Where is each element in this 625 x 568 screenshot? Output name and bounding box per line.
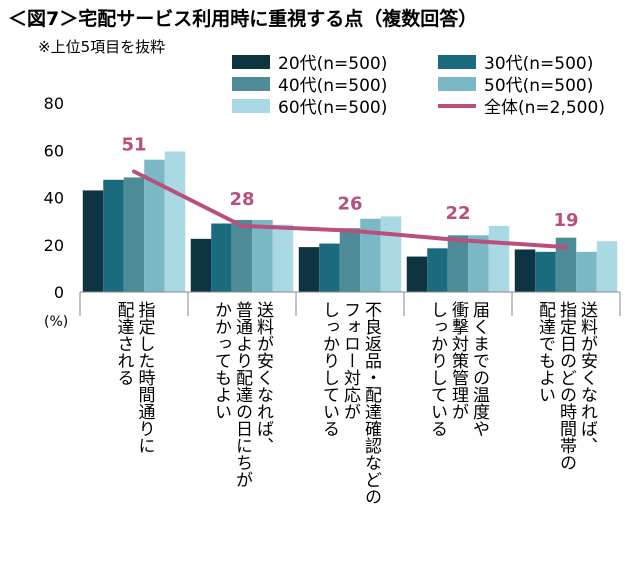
legend-swatch (232, 77, 270, 91)
x-tick-label: フォロー対応が (340, 301, 361, 420)
x-tick-label: 送料が安くなれば、 (577, 301, 598, 454)
bar (427, 248, 448, 292)
legend-swatch (438, 55, 476, 69)
legend-swatch (438, 77, 476, 91)
y-tick-label: 60 (44, 141, 64, 160)
legend-swatch (232, 99, 270, 113)
legend-label: 50代(n=500) (484, 76, 593, 96)
line-data-label: 19 (553, 210, 578, 231)
x-tick-label: かかってもよい (211, 301, 231, 420)
bar (319, 243, 340, 292)
x-tick-label: しっかりしている (427, 301, 447, 437)
bar (123, 177, 145, 292)
bar (514, 249, 536, 292)
y-tick-label: 80 (44, 94, 64, 113)
legend-label: 20代(n=500) (278, 54, 387, 74)
bar (576, 251, 597, 292)
x-tick-label: 指定日のどの時間帯の (556, 301, 577, 471)
bar (535, 251, 556, 292)
line-data-label: 26 (337, 194, 362, 215)
y-tick-label: 40 (44, 189, 64, 208)
bar (360, 218, 381, 292)
line-data-label: 51 (121, 135, 146, 156)
bar (380, 216, 402, 292)
bar (164, 151, 186, 292)
y-tick-label: 0 (54, 283, 64, 302)
legend-label: 30代(n=500) (484, 54, 593, 74)
bar (298, 247, 320, 292)
chart-subtitle: ※上位5項目を抜粋 (38, 38, 166, 56)
bar (103, 179, 124, 292)
x-tick-label: 不良返品・配達確認などの (361, 301, 382, 505)
x-tick-label: 配達される (114, 301, 135, 386)
bar (339, 228, 361, 292)
bar (447, 235, 469, 292)
x-tick-label: 指定した時間通りに (135, 301, 156, 454)
bar (406, 256, 428, 292)
x-tick-label: 配達でもよい (535, 301, 556, 403)
legend-label: 全体(n=2,500) (484, 98, 605, 118)
line-data-label: 22 (445, 203, 470, 224)
bar (144, 159, 165, 292)
x-tick-label: 衝撃対策管理が (448, 301, 469, 420)
bar (596, 241, 618, 292)
x-tick-label: 送料が安くなれば、 (253, 301, 274, 454)
legend-label: 60代(n=500) (278, 98, 387, 118)
y-tick-label: 20 (44, 236, 64, 255)
legend-swatch (232, 55, 270, 69)
bar (190, 238, 212, 292)
bar (211, 223, 232, 292)
x-tick-label: しっかりしている (319, 301, 339, 437)
bar (252, 219, 273, 292)
line-data-label: 28 (229, 189, 254, 210)
bar (272, 224, 294, 292)
legend-label: 40代(n=500) (278, 76, 387, 96)
series-line (132, 169, 568, 250)
bar (82, 190, 104, 292)
bar (231, 219, 253, 292)
x-tick-label: 届くまでの温度や (469, 301, 490, 437)
chart-title: ＜図7＞宅配サービス利用時に重視する点（複数回答） (8, 8, 478, 30)
x-tick-label: 普通より配達の日にちが (232, 301, 253, 488)
bar (468, 235, 489, 292)
bar (488, 225, 510, 292)
bar (555, 237, 577, 292)
y-axis-unit: (%) (44, 314, 68, 330)
